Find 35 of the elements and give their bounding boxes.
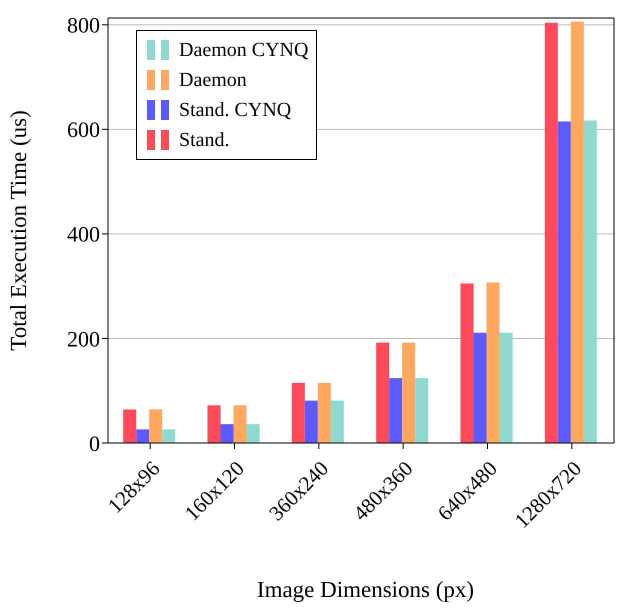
bar xyxy=(234,405,247,443)
bar xyxy=(402,342,416,443)
bar xyxy=(474,332,487,443)
bar xyxy=(376,342,390,443)
y-tick-label: 400 xyxy=(67,222,100,247)
bar xyxy=(304,400,318,443)
bar xyxy=(330,400,344,443)
bar xyxy=(558,122,571,443)
bar xyxy=(162,429,176,443)
bar xyxy=(389,378,402,443)
bar xyxy=(500,332,513,443)
bar xyxy=(318,382,331,443)
y-tick-label: 800 xyxy=(67,12,100,38)
y-tick-label: 200 xyxy=(67,326,100,352)
bar xyxy=(123,410,136,443)
bar xyxy=(415,378,428,443)
bar xyxy=(246,424,260,443)
bar xyxy=(136,429,150,443)
y-axis-title: Total Execution Time (us) xyxy=(6,110,32,351)
legend-label: Daemon CYNQ xyxy=(179,38,308,62)
bar xyxy=(570,22,584,443)
bar xyxy=(208,405,221,443)
bar xyxy=(220,424,234,443)
x-axis-title: Image Dimensions (px) xyxy=(256,577,476,603)
bar xyxy=(292,382,305,443)
bar xyxy=(149,410,162,443)
bar xyxy=(486,282,500,443)
legend-label: Stand. xyxy=(179,128,230,152)
y-tick-label: 0 xyxy=(89,430,100,456)
bar xyxy=(460,284,474,443)
legend-label: Daemon xyxy=(179,68,247,92)
bar xyxy=(584,120,597,443)
legend-label: Stand. CYNQ xyxy=(179,98,292,122)
y-tick-label: 600 xyxy=(67,117,100,142)
bar xyxy=(544,22,558,443)
